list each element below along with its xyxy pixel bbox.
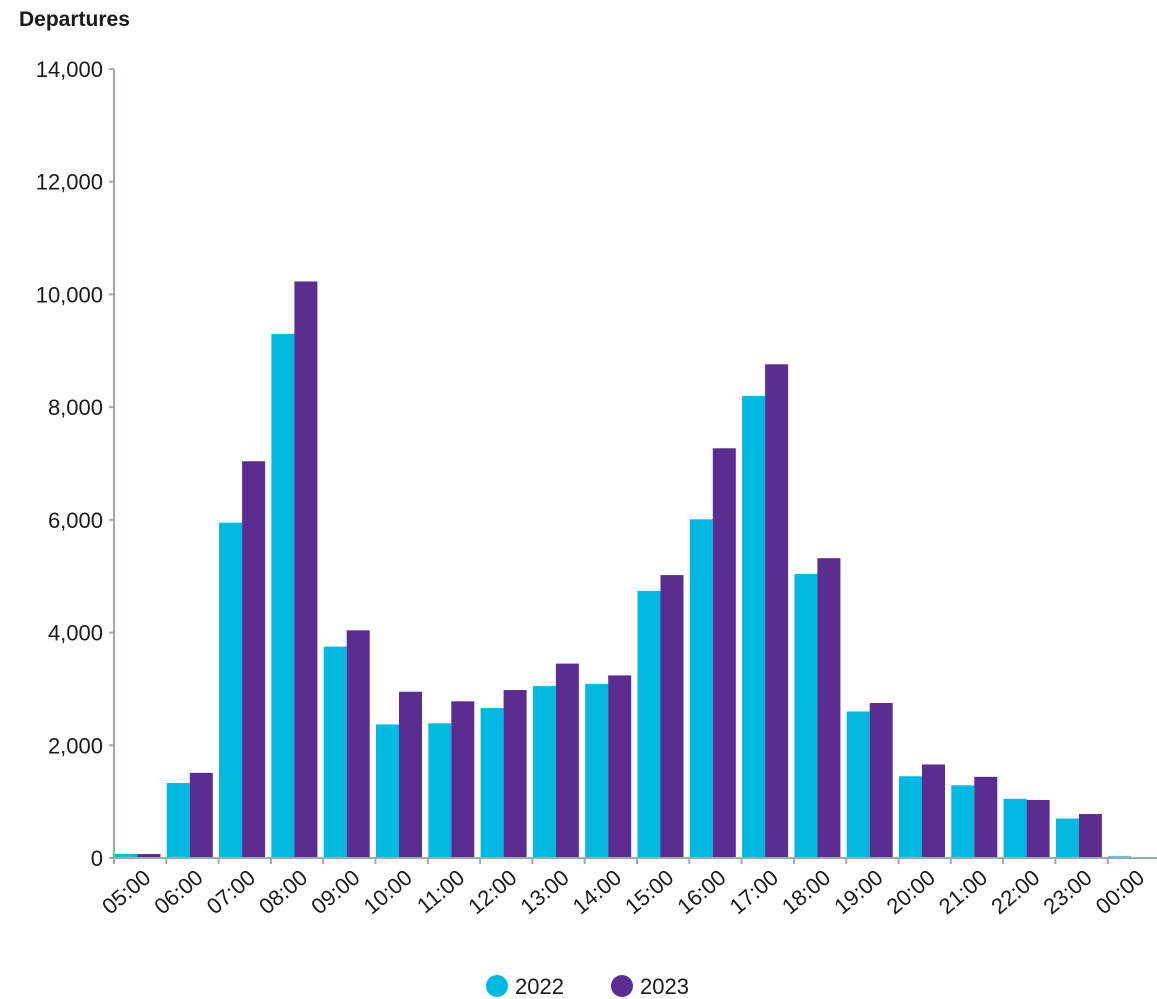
- bar-2023-2100: [974, 776, 998, 858]
- x-tick-label: 22:00: [986, 865, 1044, 920]
- x-tick-label: 19:00: [829, 865, 887, 920]
- legend: 2022 2023: [486, 974, 689, 999]
- bar-2023-0800: [294, 281, 318, 859]
- bar-2022-0600: [166, 783, 190, 858]
- x-tick-label: 07:00: [202, 865, 260, 920]
- bar-2022-1100: [428, 723, 452, 858]
- x-tick-label: 18:00: [777, 865, 835, 920]
- y-tick-label: 6,000: [48, 508, 103, 533]
- bar-2022-0700: [219, 522, 243, 858]
- bar-2023-1200: [503, 690, 527, 858]
- bars: [114, 281, 1155, 859]
- bar-2022-1700: [742, 395, 766, 858]
- x-tick-label: 14:00: [568, 865, 626, 920]
- bar-2022-2000: [899, 776, 922, 858]
- bar-2022-2200: [1003, 798, 1027, 858]
- bar-2022-1500: [637, 590, 661, 858]
- legend-marker-2022: [486, 975, 508, 997]
- bar-2023-1000: [399, 691, 422, 858]
- bar-2023-0600: [189, 772, 213, 858]
- bar-2022-2300: [1055, 818, 1079, 858]
- x-tick-label: 23:00: [1039, 865, 1097, 920]
- bar-2023-1900: [869, 703, 893, 858]
- bar-2022-1400: [585, 683, 609, 858]
- bar-2023-0900: [346, 630, 370, 858]
- x-tick-label: 11:00: [412, 865, 469, 918]
- bar-2023-1600: [712, 448, 736, 858]
- x-tick-labels: 05:0006:0007:0008:0009:0010:0011:0012:00…: [97, 865, 1149, 920]
- x-tick-label: 17:00: [725, 865, 783, 920]
- legend-label-2022: 2022: [515, 974, 564, 999]
- bar-2022-1600: [689, 519, 713, 858]
- bar-2022-0500: [114, 854, 138, 858]
- legend-label-2023: 2023: [640, 974, 689, 999]
- y-tick-label: 4,000: [48, 621, 103, 646]
- axes: [109, 68, 1157, 864]
- bar-2022-1800: [794, 573, 818, 858]
- bar-2022-0800: [271, 333, 295, 858]
- bar-2023-0500: [137, 854, 161, 858]
- x-tick-label: 20:00: [882, 865, 940, 920]
- x-tick-label: 16:00: [672, 865, 730, 920]
- bar-2022-2100: [951, 785, 975, 858]
- x-tick-label: 09:00: [306, 865, 364, 920]
- x-tick-label: 08:00: [254, 865, 312, 920]
- bar-2022-0900: [323, 646, 347, 858]
- x-tick-label: 21:00: [934, 865, 992, 920]
- legend-marker-2023: [611, 975, 633, 997]
- x-tick-label: 06:00: [149, 865, 207, 920]
- x-tick-label: 15:00: [620, 865, 678, 920]
- y-axis-label: Departures: [19, 8, 130, 31]
- x-tick-label: 13:00: [516, 865, 574, 920]
- y-tick-label: 2,000: [48, 733, 103, 758]
- x-tick-label: 12:00: [463, 865, 521, 920]
- y-tick-label: 0: [91, 846, 103, 871]
- y-tick-label: 10,000: [36, 282, 103, 307]
- bar-2023-1800: [817, 558, 841, 858]
- bar-2023-1700: [765, 364, 789, 858]
- bar-2022-1200: [480, 708, 504, 858]
- bar-2023-2000: [922, 764, 945, 858]
- x-tick-label: 05:00: [97, 865, 155, 920]
- x-tick-label: 00:00: [1091, 865, 1149, 920]
- y-tick-labels: 0 2,000 4,000 6,000 8,000 10,000 12,000 14,000: [36, 57, 103, 871]
- y-tick-label: 8,000: [48, 395, 103, 420]
- bar-2022-1000: [376, 724, 399, 858]
- bar-2023-1500: [660, 575, 684, 858]
- bar-2023-0700: [242, 461, 266, 858]
- y-tick-label: 12,000: [36, 170, 103, 195]
- bar-2023-2200: [1026, 799, 1050, 858]
- x-tick-label: 10:00: [359, 865, 417, 920]
- bar-2022-1900: [846, 711, 870, 858]
- bar-2023-2300: [1078, 814, 1102, 858]
- bar-2023-1300: [555, 663, 579, 858]
- bar-2023-1400: [608, 675, 632, 858]
- bar-2023-1100: [451, 701, 475, 858]
- y-tick-label: 14,000: [36, 57, 103, 82]
- bar-2022-1300: [532, 686, 556, 858]
